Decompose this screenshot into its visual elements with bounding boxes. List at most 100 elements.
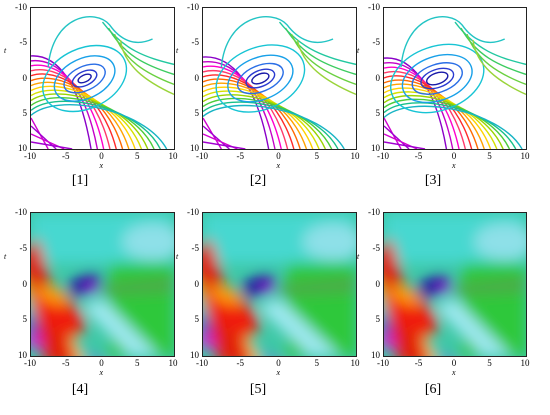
x-tick-label: 0 <box>276 358 281 368</box>
contour-line <box>384 95 504 149</box>
y-tick-label: -10 <box>368 207 380 217</box>
y-tick-label: 5 <box>22 314 28 325</box>
density-plot <box>31 213 174 356</box>
contour-line <box>203 101 339 149</box>
x-tick-label: -5 <box>414 358 423 368</box>
y-tick-label: -10 <box>15 2 27 12</box>
x-tick-label: -10 <box>377 358 389 368</box>
x-tick-label: -10 <box>377 151 389 161</box>
y-tick-label: -5 <box>372 37 381 48</box>
contour-line <box>31 97 155 149</box>
plot-area <box>383 212 527 357</box>
contour-line <box>472 40 526 96</box>
y-tick-label: 0 <box>22 72 28 83</box>
density-region <box>303 223 356 260</box>
contour-line <box>220 16 334 68</box>
y-tick-label: 0 <box>194 72 200 83</box>
contour-line <box>284 27 356 76</box>
contour-line <box>31 77 124 149</box>
y-tick-label: -5 <box>19 242 28 253</box>
density-trough <box>437 283 452 294</box>
y-axis-label: t <box>4 46 7 56</box>
x-axis-label: x <box>276 161 281 170</box>
y-tick-label: -5 <box>191 37 200 48</box>
y-axis-label: t <box>176 46 179 56</box>
contour-line <box>119 40 174 96</box>
x-tick-label: 5 <box>135 358 140 368</box>
x-tick-label: 10 <box>350 151 360 161</box>
density-streak <box>279 277 356 296</box>
x-tick-label: -10 <box>196 151 208 161</box>
y-tick-label: 10 <box>18 350 27 360</box>
x-axis-label: x <box>99 161 104 170</box>
contour-line <box>466 33 526 86</box>
contour-line <box>203 86 314 149</box>
y-tick-label: -5 <box>19 37 28 48</box>
y-tick-label: 5 <box>375 107 381 118</box>
panel-caption: [2] <box>249 173 267 188</box>
contour-line <box>31 93 149 149</box>
density-plot <box>384 213 526 356</box>
contour-line <box>227 54 294 103</box>
x-tick-label: 5 <box>314 358 320 368</box>
y-tick-label: -10 <box>187 207 199 217</box>
contour-line <box>384 105 523 149</box>
contour-line <box>47 16 153 68</box>
x-tick-label: -10 <box>24 358 36 368</box>
contour-line <box>53 55 116 102</box>
x-tick-label: -5 <box>62 151 70 161</box>
x-tick-label: 5 <box>487 151 492 161</box>
density-ridge <box>433 298 512 356</box>
contour-line <box>420 67 455 90</box>
contour-plot <box>31 16 174 149</box>
y-tick-label: 5 <box>22 107 28 118</box>
density-ridge <box>256 298 341 356</box>
contour-line <box>71 69 98 88</box>
x-tick-label: 5 <box>314 151 320 161</box>
contour-line <box>401 53 473 104</box>
plot-area <box>383 7 527 150</box>
contour-line <box>203 97 333 149</box>
x-tick-label: 10 <box>520 358 530 368</box>
density-region <box>122 223 174 260</box>
contour-line <box>384 79 479 149</box>
y-tick-label: 0 <box>375 278 381 289</box>
x-tick-label: 10 <box>168 358 178 368</box>
x-tick-label: -5 <box>62 358 70 368</box>
y-tick-label: -10 <box>187 2 199 12</box>
contour-line <box>384 91 498 149</box>
x-axis-label: x <box>452 161 456 170</box>
plot-area <box>202 7 357 150</box>
density-peak <box>35 285 70 305</box>
contour-line <box>460 27 526 76</box>
contour-line <box>384 87 492 149</box>
x-tick-label: 0 <box>99 151 104 161</box>
contour-line <box>236 62 284 95</box>
contour-line <box>77 73 92 84</box>
density-streak <box>455 277 526 296</box>
y-tick-label: 0 <box>22 278 28 289</box>
contour-line <box>63 63 106 94</box>
y-tick-label: 10 <box>371 350 380 360</box>
contour-line <box>290 33 356 86</box>
x-axis-label: x <box>452 368 456 377</box>
x-axis-label: x <box>99 368 104 377</box>
y-tick-label: -10 <box>368 2 380 12</box>
x-tick-label: -10 <box>24 151 36 161</box>
contour-line <box>384 141 426 149</box>
density-trough <box>84 283 99 294</box>
density-ridge <box>81 298 160 356</box>
y-tick-label: 10 <box>190 143 199 153</box>
x-tick-label: 5 <box>135 151 140 161</box>
contour-line <box>251 72 270 85</box>
y-tick-label: -5 <box>372 242 381 253</box>
contour-line <box>389 43 485 114</box>
contour-line <box>113 33 174 86</box>
x-tick-label: 10 <box>168 151 178 161</box>
contour-line <box>425 71 449 86</box>
panel-caption: [4] <box>71 382 89 397</box>
density-peak <box>387 290 438 336</box>
contour-line <box>411 62 463 95</box>
contour-line <box>400 16 505 68</box>
y-axis-label: t <box>357 252 360 262</box>
